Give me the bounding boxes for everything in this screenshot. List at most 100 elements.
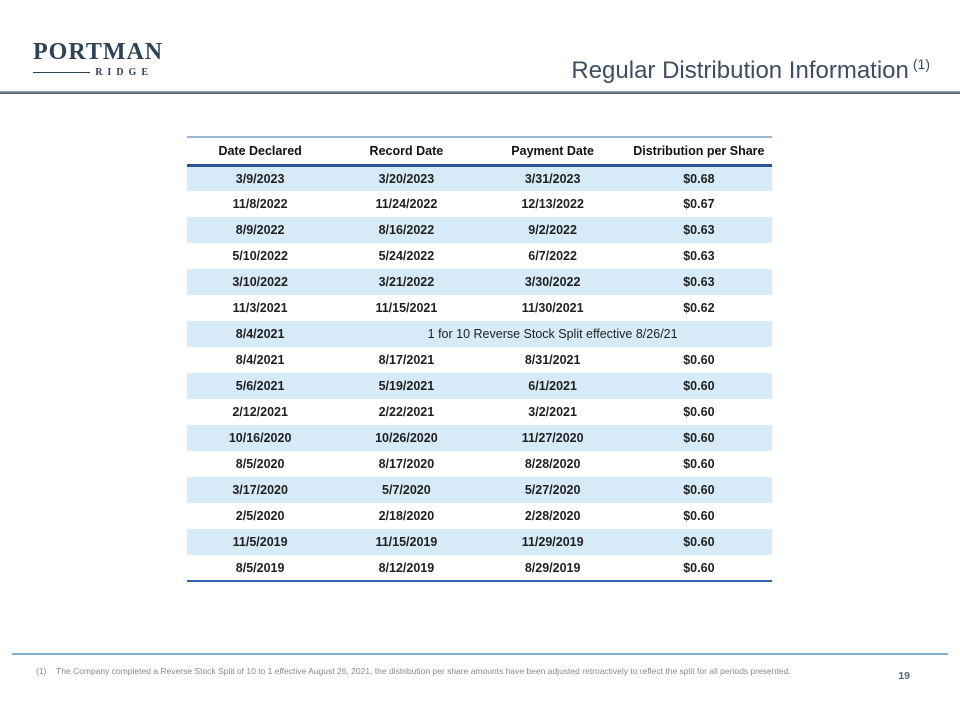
- table-row: 11/8/2022 11/24/2022 12/13/2022 $0.67: [187, 191, 772, 217]
- table-cell: 8/4/2021: [187, 321, 334, 347]
- table-cell: 11/15/2021: [375, 301, 438, 315]
- column-header: Payment Date: [479, 137, 626, 167]
- table-row: 8/4/2021 1 for 10 Reverse Stock Split eff…: [187, 321, 772, 347]
- table-row: 11/5/2019 11/15/2019 11/29/2019 $0.60: [187, 529, 772, 555]
- table-row: 5/10/2022 5/24/2022 6/7/2022 $0.63: [187, 243, 772, 269]
- table-row: 8/4/2021 8/17/2021 8/31/2021 $0.60: [187, 347, 772, 373]
- table-row: 11/3/2021 11/15/2021 11/30/2021 $0.62: [187, 295, 772, 321]
- table-cell: $0.60: [683, 405, 715, 419]
- footnote-text: The Company completed a Reverse Stock Sp…: [56, 666, 791, 676]
- table-cell: 3/17/2020: [187, 477, 334, 503]
- table-cell: $0.60: [625, 477, 772, 503]
- table-cell: 11/3/2021: [232, 301, 288, 315]
- logo-secondary-row: RIDGE: [33, 67, 153, 78]
- table-cell: 2/22/2021: [378, 405, 435, 419]
- table-cell: 8/12/2019: [378, 560, 435, 575]
- logo-primary-text: PORTMAN: [33, 39, 164, 65]
- column-header: Record Date: [333, 137, 480, 167]
- table-cell: $0.63: [625, 217, 772, 243]
- table-cell: 11/27/2020: [479, 425, 626, 451]
- table-cell: 2/12/2021: [232, 405, 288, 419]
- table-cell: 5/10/2022: [232, 249, 288, 263]
- table-cell: $0.60: [683, 560, 715, 575]
- table-cell: 5/19/2021: [333, 373, 480, 399]
- table-cell: 5/6/2021: [187, 373, 334, 399]
- table-cell: 3/2/2021: [528, 405, 577, 419]
- table-cell: 2/5/2020: [235, 509, 285, 523]
- distribution-table-body: 3/9/2023 3/20/2023 3/31/2023 $0.68 11/8/2022…: [187, 165, 772, 581]
- table-row: 10/16/2020 10/26/2020 11/27/2020 $0.60: [187, 425, 772, 451]
- slide-header: PORTMAN RIDGE Regular Distribution Infor…: [0, 0, 960, 94]
- header-divider: [0, 91, 960, 94]
- table-cell: 5/24/2022: [378, 249, 435, 263]
- table-cell: $0.60: [625, 425, 772, 451]
- table-cell: 10/16/2020: [187, 425, 334, 451]
- table-cell: 8/31/2021: [524, 353, 581, 367]
- table-cell: $0.67: [683, 197, 715, 211]
- table-cell: $0.63: [625, 269, 772, 295]
- table-row: 8/5/2019 8/12/2019 8/29/2019 $0.60: [187, 555, 772, 581]
- table-cell: 10/26/2020: [333, 425, 480, 451]
- table-cell: 5/7/2020: [333, 477, 480, 503]
- table-cell: 11/8/2022: [232, 197, 288, 211]
- table-cell: 11/30/2021: [521, 301, 584, 315]
- portman-ridge-logo: PORTMAN RIDGE: [33, 39, 164, 78]
- column-header: Distribution per Share: [625, 137, 772, 167]
- table-cell: 8/9/2022: [187, 217, 334, 243]
- table-row: 8/5/2020 8/17/2020 8/28/2020 $0.60: [187, 451, 772, 477]
- table-row: 2/5/2020 2/18/2020 2/28/2020 $0.60: [187, 503, 772, 529]
- footnote: (1) The Company completed a Reverse Stoc…: [36, 666, 856, 677]
- table-row: 3/17/2020 5/7/2020 5/27/2020 $0.60: [187, 477, 772, 503]
- table-cell: 2/28/2020: [524, 509, 581, 523]
- table-cell: 3/10/2022: [187, 269, 334, 295]
- table-cell: $0.62: [683, 301, 715, 315]
- table-cell: $0.68: [625, 165, 772, 191]
- table-cell: 8/28/2020: [524, 457, 581, 471]
- page-title: Regular Distribution Information (1): [571, 56, 930, 85]
- table-cell: 8/5/2019: [235, 560, 285, 575]
- table-cell: 8/16/2022: [333, 217, 480, 243]
- table-cell: 6/7/2022: [528, 249, 577, 263]
- table-cell: 3/31/2023: [479, 165, 626, 191]
- table-cell: 5/27/2020: [479, 477, 626, 503]
- table-cell: 11/15/2019: [333, 529, 480, 555]
- table-row: 5/6/2021 5/19/2021 6/1/2021 $0.60: [187, 373, 772, 399]
- table-cell: 6/1/2021: [479, 373, 626, 399]
- page-number: 19: [898, 670, 910, 682]
- table-cell: $0.60: [625, 373, 772, 399]
- table-cell: 2/18/2020: [378, 509, 435, 523]
- table-row: 3/9/2023 3/20/2023 3/31/2023 $0.68: [187, 165, 772, 191]
- table-cell: 3/21/2022: [333, 269, 480, 295]
- table-cell: $0.63: [683, 249, 715, 263]
- footer-divider: [12, 653, 948, 655]
- table-cell: 8/4/2021: [235, 353, 285, 367]
- table-cell: 11/5/2019: [187, 529, 334, 555]
- table-row: 8/9/2022 8/16/2022 9/2/2022 $0.63: [187, 217, 772, 243]
- distribution-table-head: Date Declared Record Date Payment Date Dist…: [187, 137, 772, 167]
- logo-rule: [33, 72, 91, 73]
- table-cell: 8/29/2019: [524, 560, 581, 575]
- page-title-footnote-ref: (1): [912, 56, 930, 72]
- table-cell: 11/24/2022: [375, 197, 438, 211]
- table-cell: 3/30/2022: [479, 269, 626, 295]
- table-cell: 8/5/2020: [235, 457, 285, 471]
- table-row: 2/12/2021 2/22/2021 3/2/2021 $0.60: [187, 399, 772, 425]
- column-header: Date Declared: [187, 137, 334, 167]
- distribution-table-container: Date Declared Record Date Payment Date Dist…: [187, 136, 772, 582]
- footnote-marker: (1): [36, 666, 47, 676]
- table-cell: 9/2/2022: [479, 217, 626, 243]
- table-cell: $0.60: [683, 353, 715, 367]
- table-cell: 12/13/2022: [521, 197, 584, 211]
- page-title-text: Regular Distribution Information: [571, 57, 909, 84]
- table-cell: 3/9/2023: [187, 165, 334, 191]
- table-cell: $0.60: [625, 529, 772, 555]
- table-cell: 8/17/2021: [378, 353, 435, 367]
- distribution-table: Date Declared Record Date Payment Date Dist…: [187, 136, 772, 582]
- table-cell: 11/29/2019: [479, 529, 626, 555]
- table-cell: $0.60: [683, 509, 715, 523]
- table-cell: 3/20/2023: [333, 165, 480, 191]
- logo-secondary-text: RIDGE: [95, 67, 153, 78]
- table-cell: $0.60: [683, 457, 715, 471]
- reverse-split-note-cell: 1 for 10 Reverse Stock Split effective 8…: [333, 321, 772, 347]
